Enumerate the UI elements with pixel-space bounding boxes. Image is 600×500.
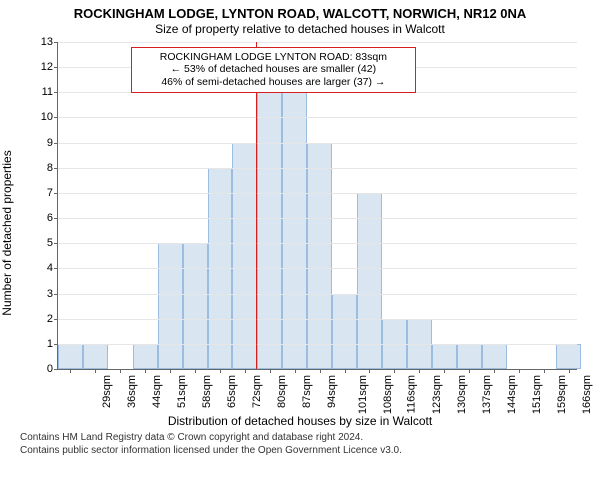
bar xyxy=(357,193,382,369)
x-tick-label: 36sqm xyxy=(126,375,138,408)
y-tick-label: 9 xyxy=(47,137,58,149)
y-tick-label: 8 xyxy=(47,162,58,174)
gridline xyxy=(58,117,577,118)
x-tick-label: 94sqm xyxy=(326,375,338,408)
y-tick-label: 3 xyxy=(47,288,58,300)
x-tick-mark xyxy=(70,369,71,373)
x-tick-label: 58sqm xyxy=(201,375,213,408)
x-tick-label: 29sqm xyxy=(101,375,113,408)
bar xyxy=(158,243,183,369)
y-tick-label: 10 xyxy=(41,111,58,123)
y-tick-label: 0 xyxy=(47,363,58,375)
y-tick-label: 13 xyxy=(41,36,58,48)
chart-container: Number of detached properties 0123456789… xyxy=(15,38,585,428)
x-tick-label: 151sqm xyxy=(531,375,543,414)
x-tick-label: 166sqm xyxy=(581,375,593,414)
x-tick-mark xyxy=(569,369,570,373)
gridline xyxy=(58,143,577,144)
x-tick-label: 137sqm xyxy=(481,375,493,414)
gridline xyxy=(58,218,577,219)
bar xyxy=(556,344,581,369)
x-tick-mark xyxy=(145,369,146,373)
gridline xyxy=(58,268,577,269)
footer: Contains HM Land Registry data © Crown c… xyxy=(20,432,590,457)
x-axis-label: Distribution of detached houses by size … xyxy=(15,414,585,428)
bar xyxy=(232,143,257,369)
x-tick-label: 123sqm xyxy=(432,375,444,414)
gridline xyxy=(58,168,577,169)
x-tick-mark xyxy=(419,369,420,373)
x-tick-label: 51sqm xyxy=(176,375,188,408)
y-tick-label: 7 xyxy=(47,187,58,199)
x-tick-mark xyxy=(544,369,545,373)
x-tick-mark xyxy=(444,369,445,373)
x-tick-mark xyxy=(245,369,246,373)
y-tick-label: 6 xyxy=(47,212,58,224)
bar xyxy=(282,92,307,369)
y-tick-label: 5 xyxy=(47,237,58,249)
x-tick-mark xyxy=(195,369,196,373)
x-tick-mark xyxy=(170,369,171,373)
x-tick-label: 159sqm xyxy=(556,375,568,414)
gridline xyxy=(58,294,577,295)
x-tick-label: 80sqm xyxy=(276,375,288,408)
gridline xyxy=(58,193,577,194)
x-tick-label: 144sqm xyxy=(506,375,518,414)
bar xyxy=(482,344,507,369)
bar xyxy=(432,344,457,369)
x-tick-mark xyxy=(95,369,96,373)
bar xyxy=(58,344,83,369)
x-tick-mark xyxy=(469,369,470,373)
annotation-line3: 46% of semi-detached houses are larger (… xyxy=(138,76,409,89)
gridline xyxy=(58,42,577,43)
y-axis-label: Number of detached properties xyxy=(0,150,14,315)
x-tick-label: 65sqm xyxy=(226,375,238,408)
x-tick-mark xyxy=(369,369,370,373)
x-tick-mark xyxy=(394,369,395,373)
x-tick-mark xyxy=(519,369,520,373)
x-tick-label: 108sqm xyxy=(382,375,394,414)
x-tick-label: 116sqm xyxy=(406,375,418,413)
y-tick-label: 11 xyxy=(42,86,58,98)
x-tick-mark xyxy=(494,369,495,373)
x-tick-label: 87sqm xyxy=(301,375,313,408)
annotation-line2: ← 53% of detached houses are smaller (42… xyxy=(138,63,409,76)
footer-line1: Contains HM Land Registry data © Crown c… xyxy=(20,432,590,445)
x-tick-mark xyxy=(120,369,121,373)
y-tick-label: 12 xyxy=(41,61,58,73)
bar xyxy=(83,344,108,369)
bar xyxy=(183,243,208,369)
x-tick-mark xyxy=(270,369,271,373)
plot-area: 01234567891011121329sqm36sqm44sqm51sqm58… xyxy=(57,42,577,370)
x-tick-label: 101sqm xyxy=(357,375,369,414)
x-tick-label: 44sqm xyxy=(151,375,163,408)
x-tick-mark xyxy=(320,369,321,373)
x-tick-mark xyxy=(295,369,296,373)
x-tick-mark xyxy=(345,369,346,373)
bar xyxy=(307,143,332,369)
bar xyxy=(332,294,357,369)
gridline xyxy=(58,319,577,320)
annotation-box: ROCKINGHAM LODGE LYNTON ROAD: 83sqm ← 53… xyxy=(131,47,416,93)
gridline xyxy=(58,344,577,345)
chart-title-main: ROCKINGHAM LODGE, LYNTON ROAD, WALCOTT, … xyxy=(10,6,590,21)
x-tick-label: 72sqm xyxy=(251,375,263,408)
footer-line2: Contains public sector information licen… xyxy=(20,445,590,458)
gridline xyxy=(58,243,577,244)
bar xyxy=(457,344,482,369)
x-tick-label: 130sqm xyxy=(456,375,468,414)
y-tick-label: 4 xyxy=(47,262,58,274)
y-tick-label: 1 xyxy=(47,338,58,350)
x-tick-mark xyxy=(220,369,221,373)
annotation-line1: ROCKINGHAM LODGE LYNTON ROAD: 83sqm xyxy=(138,51,409,64)
y-tick-label: 2 xyxy=(47,313,58,325)
bar xyxy=(133,344,158,369)
chart-title-sub: Size of property relative to detached ho… xyxy=(10,22,590,36)
